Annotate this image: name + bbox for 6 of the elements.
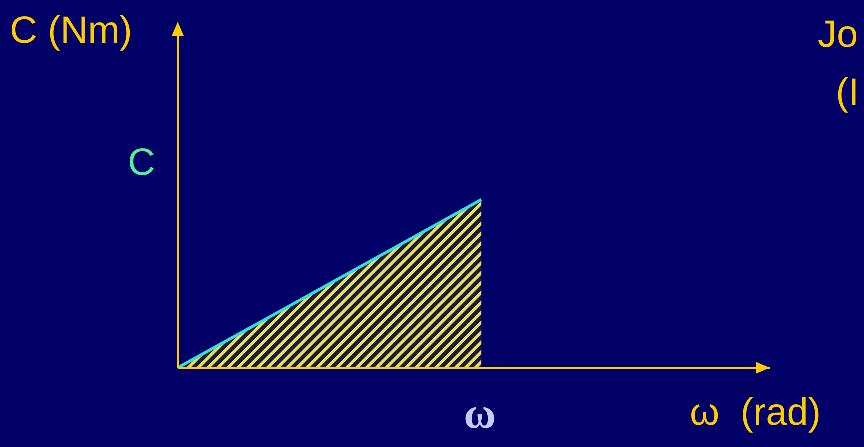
text: Jo <box>818 14 858 57</box>
text: (I <box>836 72 860 115</box>
x-axis-title: ω (rad) <box>690 392 822 435</box>
text: ω <box>464 388 496 439</box>
text: C <box>128 142 156 185</box>
y-axis-title: C (Nm) <box>10 10 132 53</box>
